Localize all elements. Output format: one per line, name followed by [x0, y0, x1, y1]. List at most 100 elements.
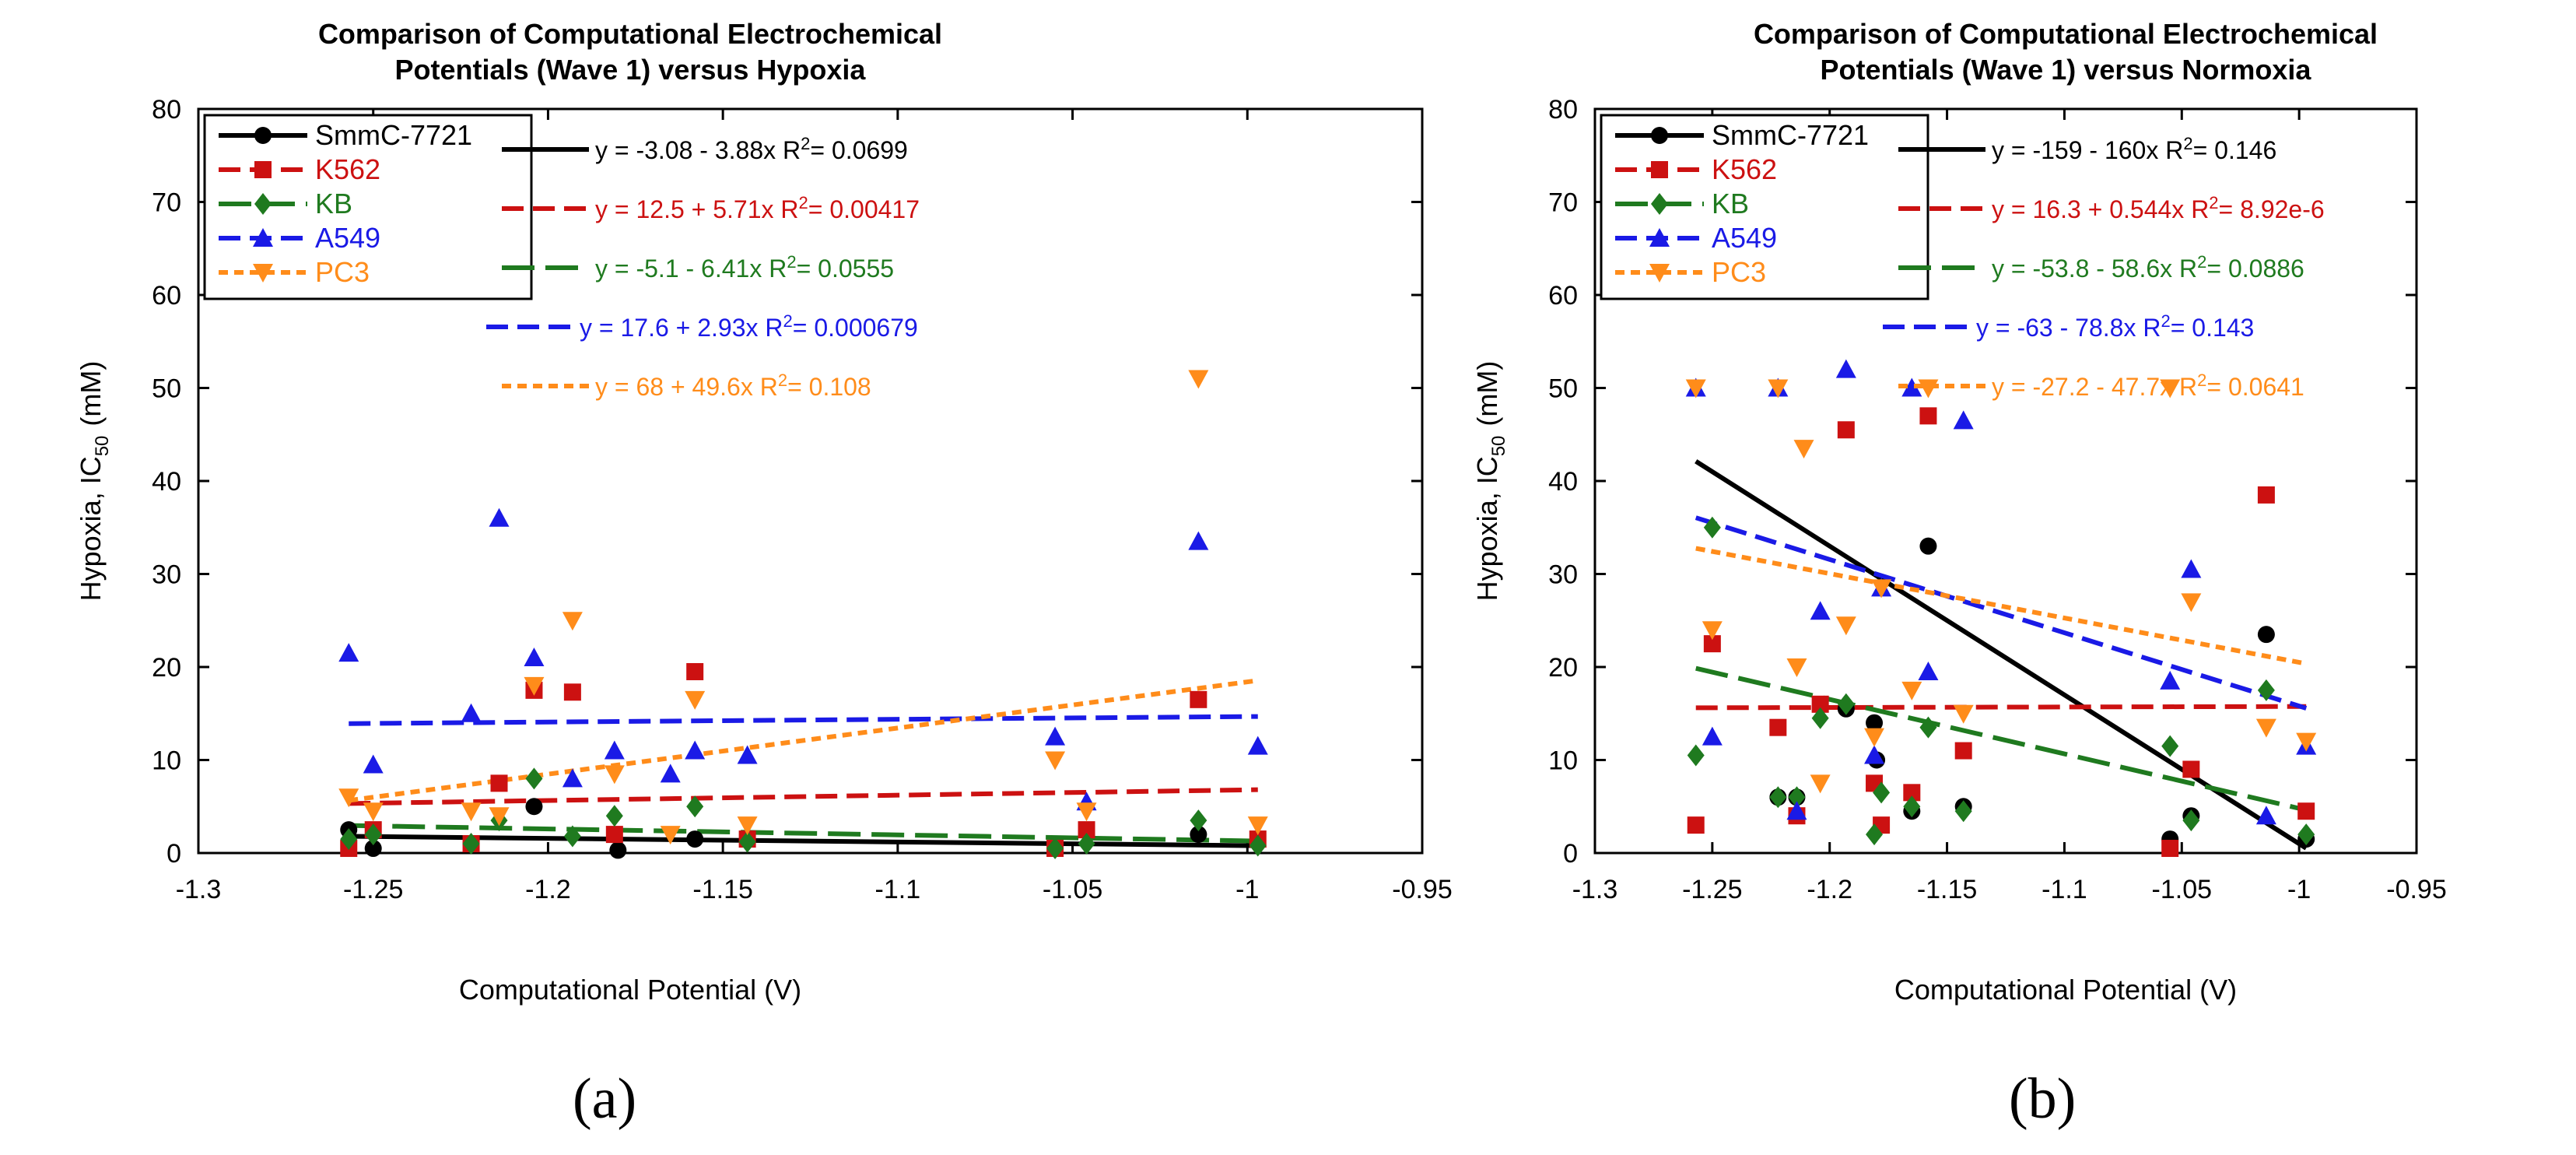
r2-value: = 0.0886	[2206, 255, 2304, 283]
y-tick-label: 80	[152, 95, 181, 125]
panel-label-b: (b)	[2009, 1067, 2077, 1131]
legend-marker	[1649, 228, 1670, 247]
r2-superscript: 2	[787, 252, 796, 272]
legend-marker	[254, 193, 272, 215]
data-point	[2181, 593, 2202, 613]
r2-value: = 0.146	[2193, 136, 2277, 164]
data-point	[2255, 718, 2276, 738]
r2-value: = 0.000679	[793, 314, 918, 342]
x-tick-label: -1.25	[1682, 875, 1743, 904]
fit-line-kb	[1695, 665, 2307, 813]
fit-line-a549	[349, 714, 1258, 726]
fit-equation-text: y = 16.3 + 0.544x	[1992, 195, 2191, 223]
data-point	[1190, 809, 1207, 832]
data-point	[562, 612, 583, 631]
r2-label: R	[2191, 195, 2209, 223]
fit-line-a549	[1695, 515, 2308, 711]
data-point	[660, 764, 681, 783]
chart-title-line: Potentials (Wave 1) versus Normoxia	[1821, 54, 2312, 86]
y-axis-label-main: Hypoxia, IC	[75, 456, 107, 601]
data-point	[489, 507, 510, 527]
data-point	[1078, 821, 1095, 839]
data-point	[609, 841, 627, 859]
data-point	[1901, 681, 1922, 700]
data-point	[525, 798, 543, 816]
data-point	[562, 768, 583, 788]
data-point	[2297, 823, 2315, 846]
r2-label: R	[765, 314, 783, 342]
fit-equation-text: y = -159 - 160x	[1992, 136, 2165, 164]
data-point	[1769, 718, 1787, 736]
x-tick-label: -1.1	[875, 875, 921, 904]
legend-label: K562	[315, 153, 380, 185]
data-point	[1919, 537, 1937, 555]
x-tick-label: -0.95	[1392, 875, 1453, 904]
data-point	[1045, 726, 1066, 746]
data-point	[2161, 840, 2179, 858]
data-point	[1953, 410, 1974, 430]
data-point	[686, 795, 704, 818]
y-tick-label: 30	[152, 560, 181, 590]
data-point	[1687, 816, 1705, 834]
data-point	[1810, 774, 1831, 794]
data-point	[1786, 658, 1807, 677]
x-tick-label: -1	[1235, 875, 1259, 904]
legend-label: PC3	[1712, 256, 1766, 288]
y-tick-label: 20	[1548, 653, 1578, 683]
chart-panel-a: Comparison of Computational Electrochemi…	[75, 18, 1453, 1006]
data-point	[1247, 816, 1268, 836]
data-point	[1864, 745, 1885, 764]
series-kb	[1687, 516, 2315, 846]
data-point	[1188, 370, 1209, 389]
data-point	[605, 826, 623, 844]
data-point	[1919, 407, 1937, 425]
panel-label-a: (a)	[573, 1067, 637, 1131]
y-tick-label: 40	[1548, 467, 1578, 497]
y-axis-label-main: Hypoxia, IC	[1471, 456, 1503, 601]
y-tick-label: 0	[1563, 839, 1578, 869]
data-point	[563, 683, 581, 701]
y-tick-label: 20	[152, 653, 181, 683]
data-point	[1903, 784, 1921, 802]
data-point	[1702, 621, 1723, 641]
data-point	[1837, 421, 1855, 439]
data-point	[1190, 690, 1207, 708]
r2-label: R	[780, 195, 798, 223]
chart-panel-b: Comparison of Computational Electrochemi…	[1471, 18, 2447, 1006]
legend-label: PC3	[315, 256, 370, 288]
data-point	[364, 840, 382, 858]
data-point	[738, 830, 756, 853]
data-point	[1249, 834, 1267, 857]
y-tick-label: 50	[1548, 374, 1578, 404]
legend-marker	[253, 228, 273, 247]
fit-equation: y = -63 - 78.8x R2= 0.143	[1976, 311, 2254, 342]
data-point	[686, 662, 704, 680]
data-point	[338, 788, 359, 808]
fit-line-smmc-7721	[349, 834, 1258, 848]
y-tick-label: 60	[152, 281, 181, 311]
data-point	[1810, 601, 1831, 620]
data-point	[525, 767, 543, 790]
data-point	[490, 774, 508, 792]
data-point	[1901, 377, 1922, 397]
fit-equation: y = -53.8 - 58.6x R2= 0.0886	[1992, 252, 2304, 283]
fit-line-pc3	[1695, 546, 2307, 666]
data-point	[363, 802, 384, 822]
data-point	[1871, 579, 1892, 599]
r2-value: = 0.0641	[2206, 373, 2304, 401]
legend-marker	[254, 127, 272, 144]
fit-equation: y = -159 - 160x R2= 0.146	[1992, 134, 2276, 164]
data-point	[660, 826, 681, 845]
data-point	[1811, 707, 1829, 729]
r2-value: = 8.92e-6	[2219, 195, 2325, 223]
data-point	[364, 823, 382, 846]
y-tick-label: 0	[166, 839, 181, 869]
fit-equation: y = 17.6 + 2.93x R2= 0.000679	[580, 311, 918, 342]
data-point	[1046, 837, 1064, 860]
legend-label: A549	[1712, 222, 1777, 254]
data-point	[2255, 806, 2276, 825]
y-tick-label: 80	[1548, 95, 1578, 125]
series-k562	[340, 662, 1267, 858]
